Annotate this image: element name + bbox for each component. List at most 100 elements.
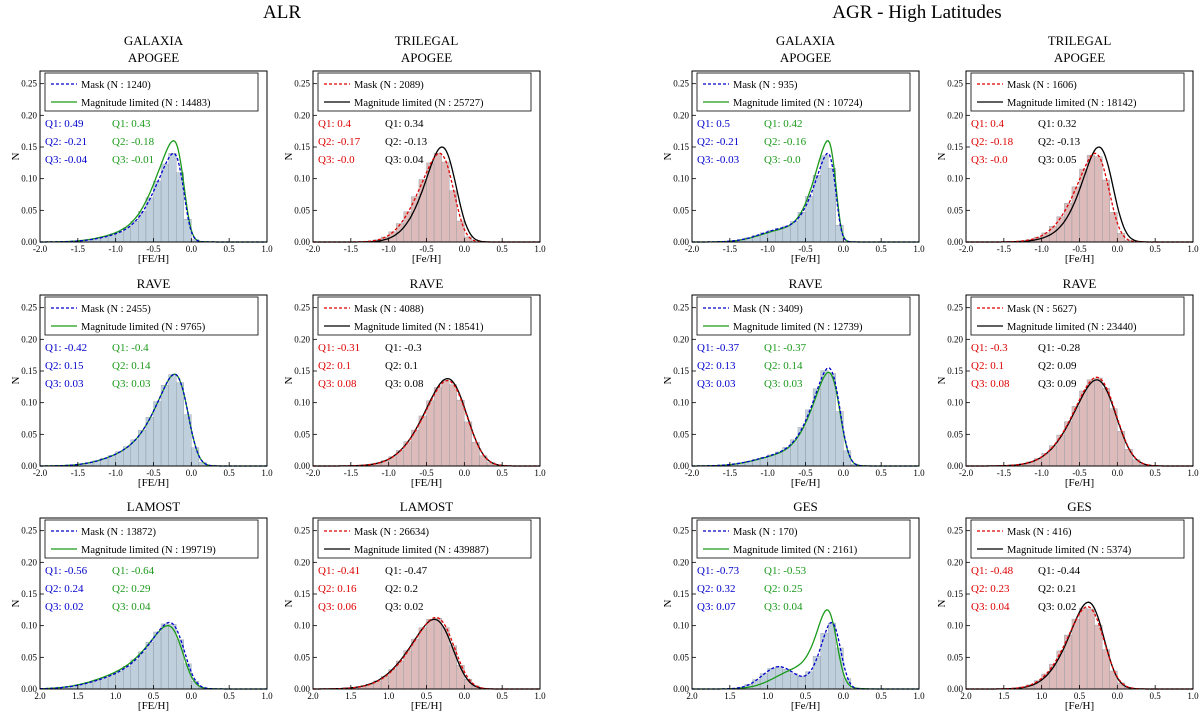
x-tick-label: 0.5 xyxy=(421,691,433,701)
y-tick-label: 0.10 xyxy=(21,398,37,408)
x-tick-label: 0.5 xyxy=(1074,691,1086,701)
legend-mag-label: Magnitude limited (N : 25727) xyxy=(354,98,484,109)
chart-title: GALAXIA xyxy=(124,33,184,48)
group-title-agr: AGR - High Latitudes xyxy=(832,2,1001,23)
x-tick-label: 0.5 xyxy=(876,244,888,254)
chart-subtitle: APOGEE xyxy=(1054,50,1105,65)
x-tick-label: 2.0 xyxy=(34,691,46,701)
quantile-mag: Q1: -0.47 xyxy=(385,565,428,577)
x-tick-label: 1.0 xyxy=(1187,468,1199,478)
x-tick-label: 1.0 xyxy=(1187,691,1199,701)
y-tick-label: 0.20 xyxy=(947,557,963,567)
y-tick-label: 0.00 xyxy=(673,684,689,694)
x-tick-label: -1.0 xyxy=(761,244,776,254)
quantile-mag: Q2: -0.16 xyxy=(764,136,807,148)
legend-mask-label: Mask (N : 4088) xyxy=(354,304,424,315)
x-tick-label: 2.0 xyxy=(960,691,972,701)
histogram-bar xyxy=(797,676,806,690)
y-tick-label: 0.05 xyxy=(673,652,689,662)
quantile-mask: Q1: -0.42 xyxy=(45,342,87,354)
x-tick-label: 0.0 xyxy=(459,691,471,701)
quantile-mask: Q3: 0.08 xyxy=(971,378,1010,390)
x-tick-label: -0.5 xyxy=(798,244,813,254)
x-tick-label: 0.5 xyxy=(1150,244,1162,254)
y-tick-label: 0.15 xyxy=(947,366,963,376)
quantile-mask: Q1: -0.56 xyxy=(45,565,88,577)
y-axis-label: N xyxy=(10,376,22,384)
quantile-mag: Q1: -0.4 xyxy=(112,342,149,354)
y-tick-label: 0.00 xyxy=(294,237,310,247)
y-tick-label: 0.00 xyxy=(294,684,310,694)
legend-mag-label: Magnitude limited (N : 18142) xyxy=(1007,98,1137,109)
y-tick-label: 0.20 xyxy=(947,334,963,344)
x-tick-label: 0.5 xyxy=(876,468,888,478)
quantile-mask: Q2: 0.16 xyxy=(318,583,357,595)
quantile-mag: Q3: -0.01 xyxy=(112,154,154,166)
y-tick-label: 0.20 xyxy=(673,110,689,120)
quantile-mag: Q2: 0.29 xyxy=(112,583,151,595)
x-tick-label: 0.5 xyxy=(497,468,509,478)
y-tick-label: 0.05 xyxy=(947,205,963,215)
y-tick-label: 0.20 xyxy=(947,110,963,120)
x-tick-label: -2.0 xyxy=(959,468,974,478)
quantile-mask: Q1: -0.37 xyxy=(697,342,740,354)
histogram-bar xyxy=(418,415,427,467)
histogram-bar xyxy=(426,400,435,467)
chart-panel: TRILEGAL APOGEE 0.00 0.05 0.10 0.15 0.20 0.25 -2… xyxy=(936,33,1199,265)
chart-panel: GALAXIA APOGEE 0.00 0.05 0.10 0.15 0.20 0.25 -2.… xyxy=(662,33,925,265)
y-tick-label: 0.10 xyxy=(947,398,963,408)
quantile-mask: Q3: 0.03 xyxy=(697,378,736,390)
chart-title: GES xyxy=(1067,499,1092,514)
chart-title: GES xyxy=(793,499,818,514)
x-tick-label: -1.5 xyxy=(71,468,86,478)
quantile-mask: Q3: 0.04 xyxy=(971,601,1010,613)
chart-title: RAVE xyxy=(410,276,444,291)
quantile-mask: Q1: 0.49 xyxy=(45,118,84,130)
x-tick-label: 0.0 xyxy=(186,468,198,478)
x-tick-label: -0.5 xyxy=(419,468,434,478)
y-tick-label: 0.25 xyxy=(947,79,963,89)
histogram-bar xyxy=(464,236,473,243)
quantile-mag: Q1: -0.64 xyxy=(112,565,155,577)
x-axis-label: [Fe/H] xyxy=(791,700,820,712)
x-tick-label: -0.5 xyxy=(1072,244,1087,254)
x-tick-label: -1.0 xyxy=(761,468,776,478)
x-tick-label: -0.5 xyxy=(146,468,161,478)
legend-mag-label: Magnitude limited (N : 12739) xyxy=(733,322,863,333)
quantile-mask: Q2: 0.1 xyxy=(318,360,351,372)
y-tick-label: 0.25 xyxy=(294,79,310,89)
quantile-mask: Q1: 0.5 xyxy=(697,118,731,130)
y-tick-label: 0.20 xyxy=(294,110,310,120)
quantile-mag: Q2: 0.21 xyxy=(1038,583,1077,595)
x-tick-label: 0.5 xyxy=(1150,468,1162,478)
y-axis-label: N xyxy=(283,152,295,160)
y-tick-label: 0.15 xyxy=(947,142,963,152)
legend-mask-label: Mask (N : 2455) xyxy=(81,304,151,315)
quantile-mag: Q1: 0.34 xyxy=(385,118,424,130)
chart-title: GALAXIA xyxy=(776,33,836,48)
chart-title: RAVE xyxy=(137,276,171,291)
histogram-bar xyxy=(812,656,821,690)
y-tick-label: 0.05 xyxy=(21,429,37,439)
legend-mask-label: Mask (N : 5627) xyxy=(1007,304,1077,315)
histogram-bar xyxy=(160,623,169,690)
histogram-bar xyxy=(168,374,177,467)
y-tick-label: 0.25 xyxy=(947,526,963,536)
y-tick-label: 0.05 xyxy=(294,652,310,662)
legend-box xyxy=(317,72,532,112)
x-tick-label: 1.0 xyxy=(1036,691,1048,701)
y-axis-label: N xyxy=(936,599,948,607)
quantile-mag: Q3: 0.03 xyxy=(112,378,151,390)
x-tick-label: 0.5 xyxy=(224,691,236,701)
y-tick-label: 0.05 xyxy=(21,652,37,662)
chart-panel: GES 0.00 0.05 0.10 0.15 0.20 0.25 2.0 1.5 1.0 0.5 0… xyxy=(662,499,925,712)
quantile-mask: Q2: 0.23 xyxy=(971,583,1010,595)
quantile-mask: Q3: -0.0 xyxy=(318,154,355,166)
x-tick-label: 0.5 xyxy=(800,691,812,701)
x-axis-label: [Fe/H] xyxy=(412,253,441,265)
histogram-bar xyxy=(441,380,450,467)
x-tick-label: 0.5 xyxy=(224,468,236,478)
y-tick-label: 0.05 xyxy=(294,205,310,215)
quantile-mag: Q1: 0.32 xyxy=(1038,118,1077,130)
x-tick-label: 0.0 xyxy=(838,691,850,701)
